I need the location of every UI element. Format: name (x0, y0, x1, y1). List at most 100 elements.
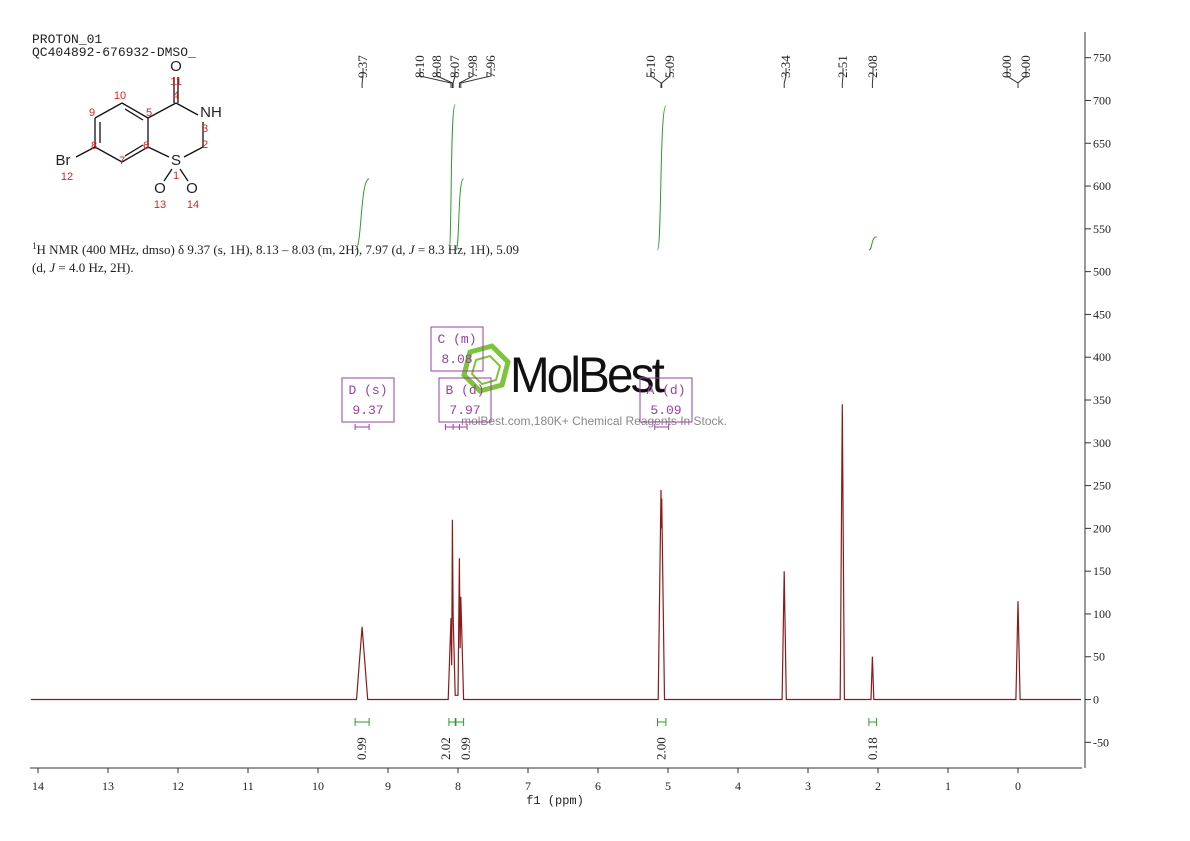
atom-label: S (171, 152, 181, 169)
y-tick-label: 700 (1093, 93, 1111, 107)
x-tick-label: 9 (385, 779, 391, 793)
atom-number: 1 (173, 170, 179, 182)
y-tick-label: 150 (1093, 564, 1111, 578)
y-tick-label: 650 (1093, 136, 1111, 150)
nmr-description: (d, J = 4.0 Hz, 2H). (32, 260, 134, 275)
peak-label: 3.34 (778, 55, 793, 78)
integral-label: 2.00 (654, 737, 669, 760)
x-tick-label: 0 (1015, 779, 1021, 793)
peak-label: 8.08 (429, 55, 444, 78)
peak-label: 7.96 (483, 55, 498, 78)
atom-number: 6 (143, 140, 149, 152)
multiplet-box (438, 377, 492, 423)
y-tick-label: 550 (1093, 222, 1111, 236)
y-tick-label: 50 (1093, 650, 1105, 664)
integral-bar (448, 718, 456, 726)
x-tick-label: 2 (875, 779, 881, 793)
description-segment: H NMR (400 MHz, dmso) δ 9.37 (s, 1H), 8.… (37, 242, 409, 257)
x-tick-label: 10 (312, 779, 324, 793)
x-tick-label: 8 (455, 779, 461, 793)
y-tick-label: 0 (1093, 693, 1099, 707)
peak-connector (841, 68, 844, 88)
multiplet-label: D (s) (348, 383, 387, 398)
multiplet-label: B (d) (445, 383, 484, 398)
atom-number: 4 (173, 90, 179, 102)
description-segment: J (409, 242, 416, 257)
atom-number: 10 (114, 90, 126, 102)
x-tick-label: 5 (665, 779, 671, 793)
integral-label: 2.02 (438, 737, 453, 760)
integral-bar (868, 718, 878, 726)
peak-connector (458, 68, 474, 88)
peak-label: 5.10 (643, 55, 658, 78)
peak-label: 8.07 (447, 55, 462, 78)
multiplet-shift: 5.09 (650, 403, 681, 418)
y-tick-label: 400 (1093, 350, 1111, 364)
integral-bar (455, 718, 465, 726)
sample-name: QC404892-676932-DMSO_ (32, 45, 196, 60)
x-tick-label: 13 (102, 779, 114, 793)
y-tick-label: 250 (1093, 479, 1111, 493)
x-axis-label: f1 (ppm) (526, 794, 584, 808)
integral-curve (455, 178, 465, 251)
multiplet-bracket (654, 424, 670, 430)
multiplet-bracket (452, 424, 468, 430)
atom-number: 3 (202, 123, 208, 135)
peak-connector (452, 68, 456, 88)
x-tick-label: 4 (735, 779, 741, 793)
atom-label: O (154, 180, 166, 197)
description-segment: (d, (32, 260, 49, 275)
description-segment: = 4.0 Hz, 2H). (55, 260, 133, 275)
peak-label: 0.00 (1018, 55, 1033, 78)
watermark-brand: MolBest (510, 347, 665, 403)
peak-label: 2.51 (835, 55, 850, 78)
integral-curve (657, 105, 667, 251)
integral-curve (354, 178, 370, 251)
integral-label: 0.99 (354, 737, 369, 760)
atom-number: 14 (187, 199, 199, 211)
molecule-bonds (75, 77, 204, 182)
atom-number: 8 (91, 140, 97, 152)
peak-connector (361, 68, 364, 88)
watermark-tagline: molBest.com,180K+ Chemical Reagents In S… (461, 414, 727, 428)
y-tick-label: 600 (1093, 179, 1111, 193)
watermark-logo (461, 343, 511, 394)
atom-label: NH (200, 104, 222, 121)
description-segment: = 8.3 Hz, 1H), 5.09 (415, 242, 519, 257)
peak-label: 5.09 (662, 55, 677, 78)
atom-number: 7 (119, 155, 125, 167)
y-tick-label: 500 (1093, 265, 1111, 279)
atom-label: O (170, 58, 182, 75)
peak-label: 8.10 (412, 55, 427, 78)
peak-connector (871, 68, 874, 88)
atom-label: Br (56, 152, 71, 169)
integral-bar (354, 718, 370, 726)
atom-number: 12 (61, 171, 73, 183)
multiplet-box (430, 326, 484, 372)
y-tick-label: -50 (1093, 735, 1109, 749)
y-tick-label: 750 (1093, 51, 1111, 65)
peak-connector (419, 68, 452, 88)
peak-connector (661, 68, 671, 88)
description-segment: 1 (32, 241, 37, 251)
peak-label: 9.37 (355, 55, 370, 78)
multiplet-box (639, 377, 693, 423)
multiplet-label: A (d) (646, 383, 685, 398)
multiplet-shift: 7.97 (449, 403, 480, 418)
peak-label: 7.98 (465, 55, 480, 78)
peak-connector (436, 68, 453, 88)
atom-number: 2 (202, 139, 208, 151)
x-tick-label: 12 (172, 779, 184, 793)
y-tick-label: 350 (1093, 393, 1111, 407)
peak-label: 0.00 (999, 55, 1014, 78)
spectrum-line (31, 404, 1081, 701)
atom-number: 5 (146, 107, 152, 119)
peak-connector (783, 68, 787, 88)
y-tick-label: 100 (1093, 607, 1111, 621)
y-tick-label: 450 (1093, 307, 1111, 321)
multiplet-shift: 8.08 (441, 352, 472, 367)
multiplet-bracket (354, 424, 370, 430)
integral-label: 0.99 (458, 737, 473, 760)
